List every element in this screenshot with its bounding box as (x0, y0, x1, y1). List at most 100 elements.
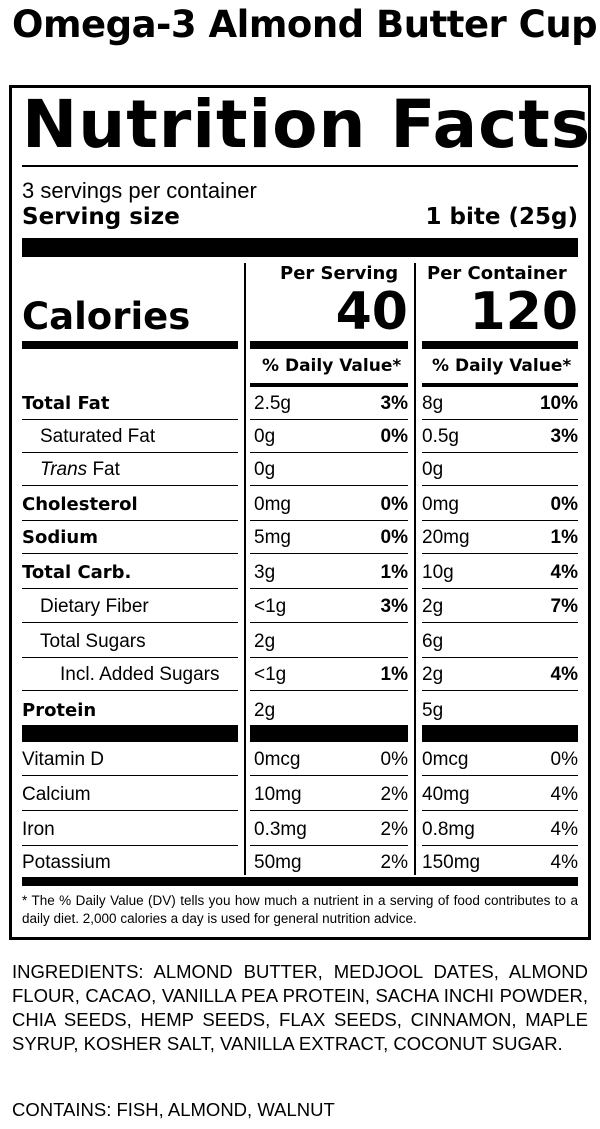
divider-calories-left (22, 341, 238, 349)
serving-dv: 0% (380, 749, 408, 770)
calories-per-serving: 40 (335, 282, 408, 342)
serving-amount: 50mg (254, 852, 302, 873)
container-dv: 4% (550, 852, 578, 873)
container-amount: 5g (422, 700, 444, 721)
row-divider (422, 588, 578, 589)
serving-amount: 2.5g (254, 393, 291, 414)
serving-amount: <1g (254, 596, 287, 617)
container-dv: 4% (550, 664, 578, 685)
container-dv: 3% (550, 426, 578, 447)
column-divider-left (244, 263, 246, 875)
nutrient-name-rest: Fat (87, 459, 120, 480)
row-divider (422, 419, 578, 420)
serving-dv: 2% (380, 819, 408, 840)
row-divider (22, 810, 238, 811)
serving-size-label: Serving size (22, 204, 180, 230)
serving-amount: 0g (254, 459, 276, 480)
serving-amount: 0mcg (254, 749, 301, 770)
row-divider (250, 657, 408, 658)
serving-amount: 2g (254, 700, 276, 721)
container-amount: 0g (422, 459, 444, 480)
divider-vitamins-serving (250, 725, 408, 742)
row-divider (250, 520, 408, 521)
table-row: Total Fat 2.5g 3% 8g 10% (22, 386, 578, 420)
table-row: Dietary Fiber <1g 3% 2g 7% (22, 589, 578, 623)
table-row: Total Carb. 3g 1% 10g 4% (22, 555, 578, 589)
table-row: Protein 2g 5g (22, 693, 578, 727)
container-dv: 10% (539, 393, 578, 414)
row-divider (22, 452, 238, 453)
container-amount: 0.8mg (422, 819, 475, 840)
divider-thick (22, 238, 578, 257)
row-divider (250, 553, 408, 554)
table-row: Cholesterol 0mg 0% 0mg 0% (22, 487, 578, 521)
divider-dv-serving (250, 383, 408, 387)
row-divider (250, 452, 408, 453)
divider-calories-serving (250, 341, 408, 349)
row-divider (22, 775, 238, 776)
row-divider (250, 690, 408, 691)
row-divider (250, 485, 408, 486)
table-row: Saturated Fat 0g 0% 0.5g 3% (22, 419, 578, 453)
row-divider (250, 775, 408, 776)
allergen-contains-text: CONTAINS: FISH, ALMOND, WALNUT (12, 1099, 335, 1120)
row-divider (22, 588, 238, 589)
nutrition-facts-panel (9, 85, 591, 940)
serving-dv: 2% (380, 852, 408, 873)
nutrient-name: Dietary Fiber (40, 596, 149, 617)
container-dv: 4% (550, 819, 578, 840)
container-amount: 0.5g (422, 426, 459, 447)
container-amount: 2g (422, 664, 444, 685)
serving-amount: 0.3mg (254, 819, 307, 840)
divider-calories-container (422, 341, 578, 349)
serving-dv: 3% (380, 393, 408, 414)
row-divider (22, 485, 238, 486)
table-row: Trans Fat 0g 0g (22, 452, 578, 486)
serving-dv: 1% (380, 562, 408, 583)
row-divider (22, 553, 238, 554)
nutrient-name: Saturated Fat (40, 426, 156, 447)
row-divider (250, 588, 408, 589)
serving-size-value: 1 bite (25g) (425, 204, 578, 230)
calories-label: Calories (22, 295, 191, 338)
serving-amount: 3g (254, 562, 276, 583)
row-divider (422, 452, 578, 453)
table-row: Vitamin D 0mcg 0% 0mcg 0% (22, 742, 578, 776)
row-divider (422, 553, 578, 554)
serving-amount: <1g (254, 664, 287, 685)
row-divider (22, 845, 238, 846)
row-divider (422, 657, 578, 658)
container-amount: 40mg (422, 784, 470, 805)
serving-dv: 0% (380, 426, 408, 447)
container-amount: 8g (422, 393, 444, 414)
daily-value-footnote: * The % Daily Value (DV) tells you how m… (22, 893, 578, 926)
table-row: Potassium 50mg 2% 150mg 4% (22, 845, 578, 879)
container-dv: 7% (550, 596, 578, 617)
container-dv: 0% (550, 494, 578, 515)
row-divider (422, 622, 578, 623)
nutrient-name-italic: Trans (40, 459, 88, 480)
divider-dv-container (422, 383, 578, 387)
container-amount: 0mg (422, 494, 459, 515)
per-serving-header: Per Serving (280, 263, 399, 284)
serving-dv: 0% (380, 527, 408, 548)
divider-footnote (22, 877, 578, 886)
dv-header-serving: % Daily Value* (262, 356, 402, 376)
nutrient-name: Sodium (22, 527, 98, 548)
column-divider-right (414, 263, 416, 875)
container-amount: 2g (422, 596, 444, 617)
container-dv: 4% (550, 562, 578, 583)
divider-thin (22, 165, 578, 167)
container-amount: 150mg (422, 852, 481, 873)
product-title: Omega-3 Almond Butter Cup (12, 3, 598, 46)
serving-amount: 10mg (254, 784, 302, 805)
row-divider (422, 810, 578, 811)
row-divider (22, 520, 238, 521)
row-divider (250, 810, 408, 811)
row-divider (422, 775, 578, 776)
calories-per-container: 120 (469, 282, 578, 342)
row-divider (250, 419, 408, 420)
row-divider (250, 845, 408, 846)
dv-header-container: % Daily Value* (432, 356, 572, 376)
row-divider (22, 657, 238, 658)
